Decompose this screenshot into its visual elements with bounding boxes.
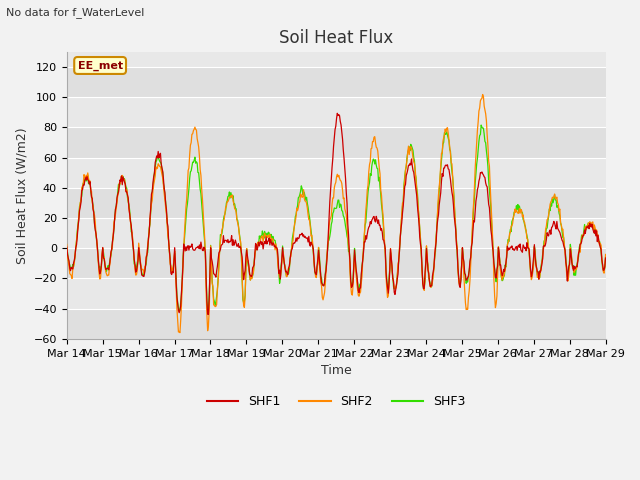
SHF2 [479, 92, 486, 97]
SHF1 [205, 312, 212, 317]
SHF1 [212, 274, 220, 280]
SHF3 [63, 247, 70, 253]
SHF3 [212, 299, 220, 305]
SHF1 [128, 231, 136, 237]
SHF1 [602, 255, 609, 261]
SHF2 [128, 229, 136, 235]
SHF1 [183, 248, 191, 253]
SHF2 [212, 303, 220, 309]
Bar [67, 127, 605, 157]
SHF2 [418, 268, 426, 274]
Line: SHF2: SHF2 [67, 95, 605, 333]
SHF1 [73, 242, 81, 248]
Bar [67, 248, 605, 278]
Bar [67, 67, 605, 97]
SHF2 [602, 252, 609, 257]
Line: SHF3: SHF3 [67, 125, 605, 311]
SHF3 [403, 164, 410, 170]
Text: EE_met: EE_met [77, 60, 123, 71]
SHF3 [602, 255, 609, 261]
SHF1 [403, 170, 411, 176]
SHF3 [184, 201, 191, 206]
Y-axis label: Soil Heat Flux (W/m2): Soil Heat Flux (W/m2) [15, 127, 28, 264]
SHF2 [176, 330, 184, 336]
Line: SHF1: SHF1 [67, 113, 605, 314]
Bar [67, 188, 605, 218]
X-axis label: Time: Time [321, 364, 351, 377]
Title: Soil Heat Flux: Soil Heat Flux [279, 29, 394, 48]
SHF3 [477, 122, 485, 128]
SHF2 [63, 241, 70, 247]
SHF3 [418, 264, 426, 270]
SHF2 [403, 163, 410, 168]
Bar [67, 309, 605, 339]
SHF2 [73, 238, 81, 244]
SHF3 [128, 230, 136, 236]
Text: No data for f_WaterLevel: No data for f_WaterLevel [6, 7, 145, 18]
SHF3 [73, 238, 81, 244]
SHF2 [184, 182, 191, 188]
SHF1 [63, 244, 70, 250]
SHF1 [419, 281, 427, 287]
Legend: SHF1, SHF2, SHF3: SHF1, SHF2, SHF3 [202, 390, 470, 413]
SHF1 [333, 110, 341, 116]
SHF3 [175, 308, 183, 314]
